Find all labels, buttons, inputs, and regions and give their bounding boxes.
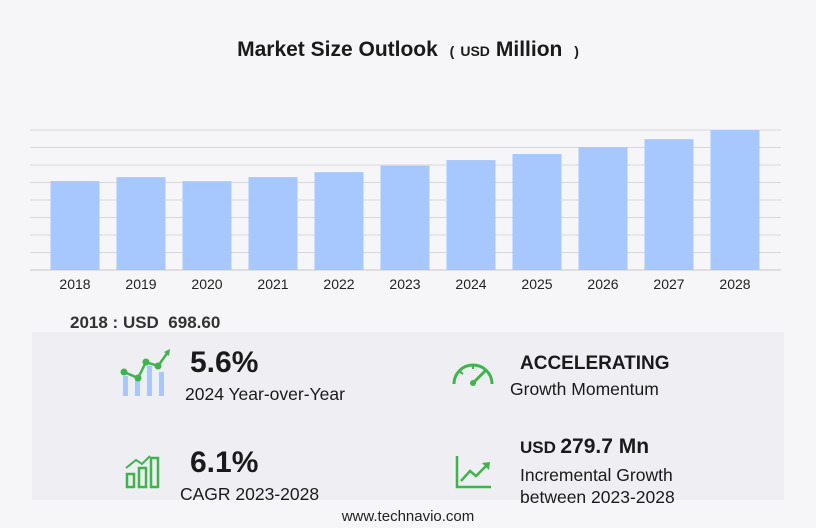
bar — [512, 154, 562, 270]
gauge-icon — [452, 363, 494, 386]
incremental-number: 279.7 Mn — [560, 435, 650, 458]
x-tick-label: 2024 — [455, 276, 486, 292]
bar — [578, 147, 628, 270]
chart: 2018 2019 2020 2021 2022 2023 2024 2025 2026 2027… — [30, 129, 781, 292]
incremental-currency: USD — [520, 438, 556, 457]
x-tick-label: 2019 — [125, 276, 156, 292]
x-tick-label: 2027 — [653, 276, 684, 292]
base-currency: USD — [122, 313, 159, 332]
base-value: 2018 : USD 698.60 — [70, 313, 220, 333]
momentum-label: Growth Momentum — [510, 379, 659, 399]
cagr-label: CAGR 2023-2028 — [180, 484, 320, 504]
title-unit: Million — [495, 38, 563, 61]
x-tick-label: 2026 — [587, 276, 618, 292]
base-year: 2018 : — [70, 313, 119, 332]
x-tick-label: 2018 — [59, 276, 90, 292]
yoy-value: 5.6% — [190, 346, 259, 379]
yoy-icon — [120, 349, 170, 396]
bar — [644, 139, 694, 270]
x-tick-label: 2021 — [257, 276, 288, 292]
cagr-icon — [125, 455, 160, 489]
title-text: Market Size Outlook — [237, 38, 438, 61]
cagr-value: 6.1% — [190, 446, 259, 479]
bar — [116, 177, 166, 270]
title-paren: ( — [449, 43, 455, 59]
title-paren: ) — [574, 43, 579, 59]
incremental-value: USD 279.7 Mn — [520, 435, 649, 459]
footer: www.technavio.com — [341, 508, 475, 525]
bar — [314, 172, 364, 270]
base-number: 698.60 — [168, 313, 221, 332]
chart-title: Market Size Outlook ( USD Million ) — [0, 38, 816, 62]
x-tick-label: 2020 — [191, 276, 222, 292]
x-tick-label: 2023 — [389, 276, 420, 292]
bar — [446, 160, 496, 270]
bar — [248, 177, 298, 270]
title-currency: USD — [460, 43, 490, 59]
x-tick-label: 2025 — [521, 276, 552, 292]
bar — [182, 181, 232, 270]
bar — [50, 181, 100, 270]
incremental-label: between 2023-2028 — [520, 487, 675, 507]
bar — [710, 130, 760, 270]
growth-icon — [455, 456, 491, 489]
x-tick-label: 2022 — [323, 276, 354, 292]
bar — [380, 165, 430, 270]
incremental-label: Incremental Growth — [520, 465, 673, 485]
x-tick-label: 2028 — [719, 276, 750, 292]
momentum-value: ACCELERATING — [520, 353, 670, 374]
yoy-label: 2024 Year-over-Year — [185, 384, 345, 404]
